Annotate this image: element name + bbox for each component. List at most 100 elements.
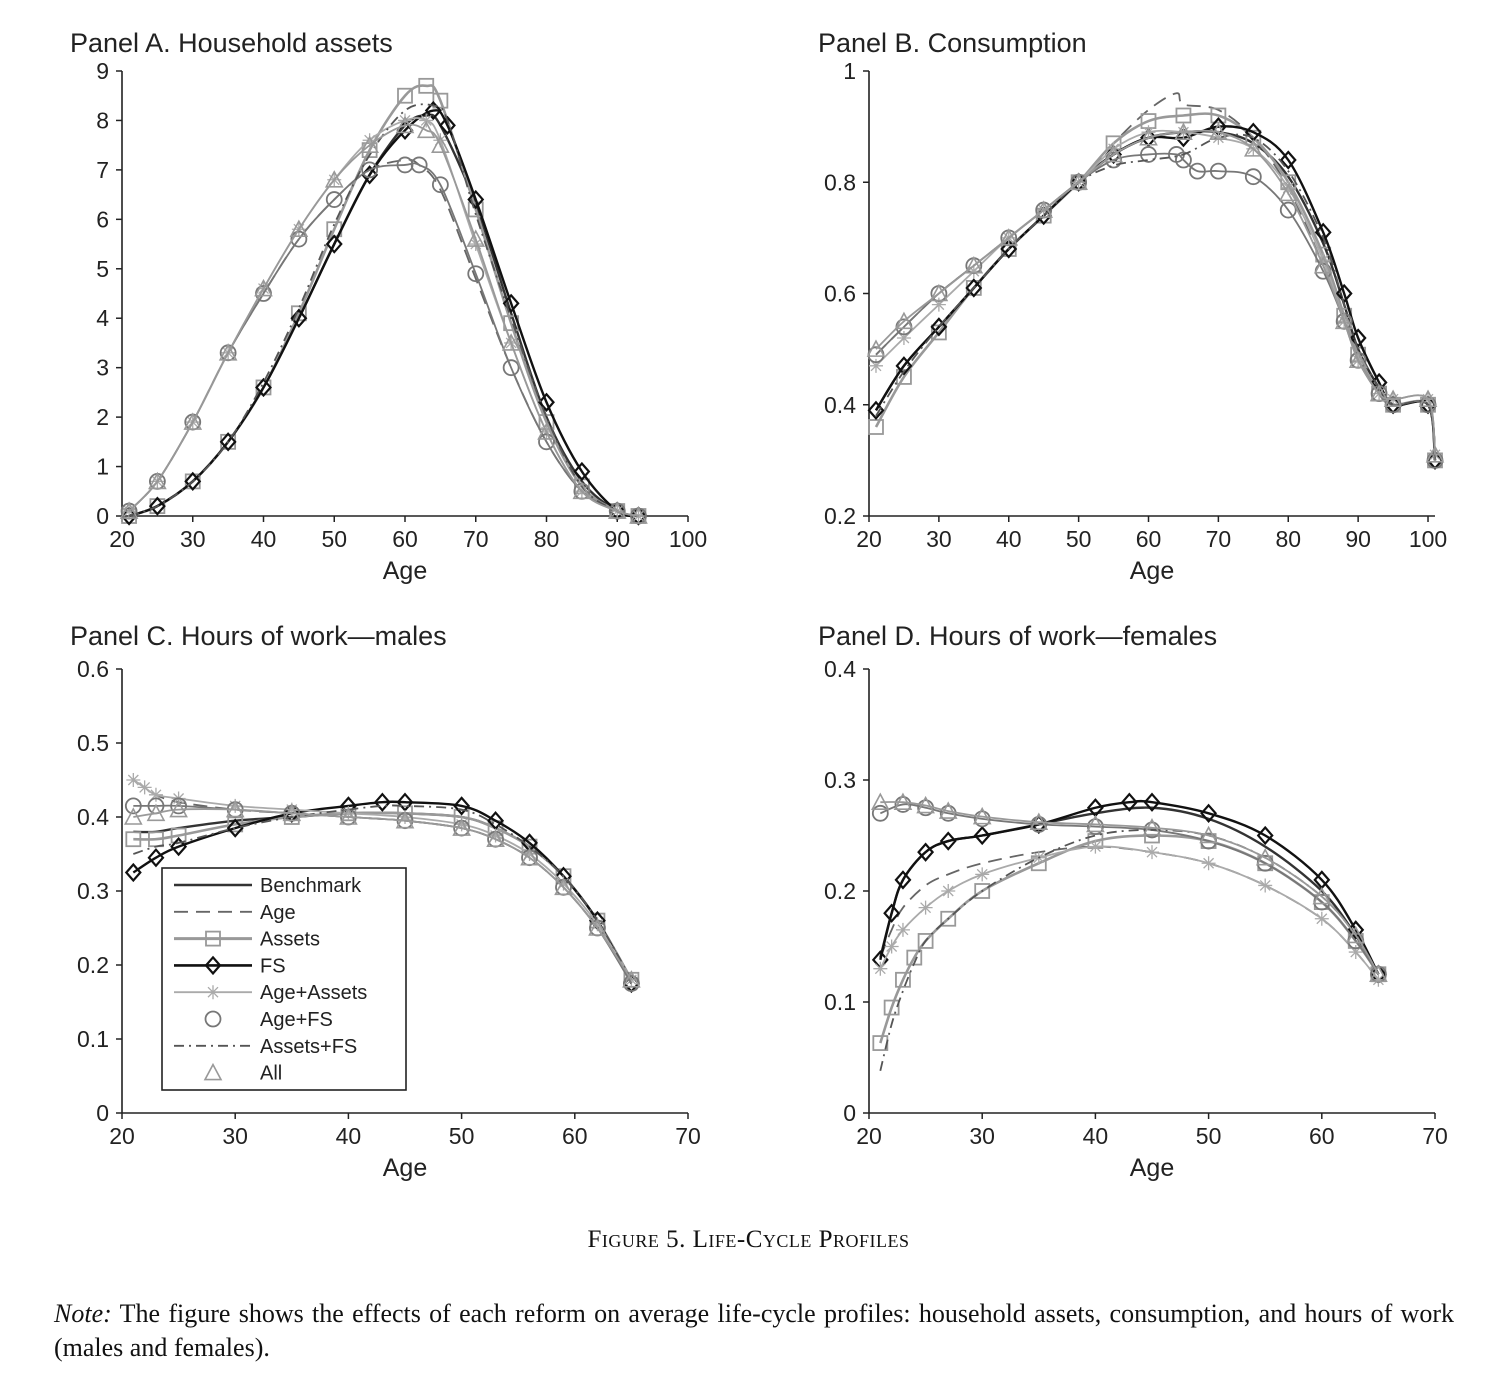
data-point	[1314, 911, 1329, 926]
data-point	[373, 792, 391, 812]
data-point	[228, 798, 243, 813]
data-point	[1348, 945, 1363, 960]
y-tick-label: 0.2	[824, 878, 856, 904]
data-point	[254, 278, 273, 297]
data-point	[1425, 445, 1445, 463]
x-tick-label: 70	[1206, 526, 1232, 552]
series-assets_fs	[875, 133, 1436, 461]
x-tick-label: 50	[1196, 1123, 1222, 1149]
series-line	[133, 808, 633, 981]
x-tick-label: 20	[109, 1123, 135, 1149]
y-tick-label: 0.6	[77, 656, 109, 682]
data-point	[1211, 130, 1226, 145]
series-assets_fs	[133, 804, 633, 981]
data-point	[124, 797, 142, 815]
data-point	[146, 803, 166, 822]
data-point	[1256, 825, 1274, 846]
data-point	[974, 883, 991, 899]
legend-entry-age_assets: Age+Assets	[174, 982, 367, 1004]
data-point	[325, 191, 343, 208]
data-point	[147, 848, 165, 868]
y-tick-label: 0.2	[824, 503, 856, 529]
data-point	[972, 806, 992, 825]
data-point	[895, 922, 910, 937]
data-point	[1142, 818, 1162, 836]
y-tick-label: 7	[96, 157, 109, 183]
x-tick-label: 80	[1275, 526, 1301, 552]
data-point	[1313, 255, 1333, 274]
legend-entry-benchmark: Benchmark	[174, 875, 362, 897]
y-tick-label: 0.1	[77, 1026, 109, 1052]
legend: Benchmark Age Assets FS Age+Assets Age+FS Asse…	[161, 867, 407, 1091]
data-point	[868, 358, 883, 373]
data-point	[486, 829, 505, 848]
data-point	[1335, 283, 1353, 304]
data-point	[123, 807, 143, 825]
x-tick-label: 100	[669, 526, 707, 552]
data-point	[538, 392, 555, 412]
x-tick-label: 70	[1422, 1123, 1448, 1149]
series-line	[874, 129, 1437, 461]
note-text: The figure shows the effects of each ref…	[54, 1299, 1454, 1362]
x-tick-label: 30	[222, 1123, 248, 1149]
legend-entry-age: Age	[174, 902, 296, 924]
note-lead: Note:	[54, 1299, 112, 1328]
data-point	[148, 787, 163, 802]
y-tick-label: 5	[96, 256, 109, 282]
data-point	[419, 113, 434, 128]
data-point	[939, 831, 957, 851]
data-point	[1244, 168, 1262, 186]
figure-note: Note: The figure shows the effects of ea…	[54, 1297, 1454, 1365]
data-point	[137, 780, 152, 795]
y-tick-label: 0.3	[77, 878, 109, 904]
data-point	[590, 917, 605, 932]
series-line	[879, 829, 1380, 1072]
series-line	[879, 799, 1380, 975]
data-point	[883, 903, 901, 923]
series-age_assets	[126, 773, 639, 987]
data-point	[894, 870, 912, 890]
data-point	[895, 971, 911, 988]
y-tick-label: 9	[96, 58, 109, 84]
data-point	[1139, 128, 1158, 146]
y-tick-label: 8	[96, 107, 109, 133]
figure-canvas: Panel A. Household assets 0 1 2 3 4 5 6 7 8 9 20 30 4…	[70, 28, 1448, 1182]
x-tick-label: 20	[856, 1123, 882, 1149]
data-point	[893, 792, 913, 811]
data-point	[398, 113, 412, 128]
series-all	[870, 792, 1388, 983]
data-point	[973, 825, 991, 846]
series-line	[874, 112, 1437, 461]
data-point	[431, 176, 449, 194]
data-point	[397, 87, 413, 104]
x-tick-label: 60	[1309, 1123, 1335, 1149]
x-axis-label: Age	[383, 557, 427, 585]
data-point	[395, 811, 415, 829]
data-point	[940, 910, 957, 927]
series-benchmark	[874, 129, 1437, 461]
data-point	[122, 504, 137, 519]
data-point	[1255, 848, 1275, 866]
legend-marker	[206, 985, 220, 1000]
legend-label: All	[260, 1063, 282, 1085]
y-tick-label: 3	[96, 355, 109, 381]
legend-entry-age_fs: Age+FS	[204, 1009, 333, 1031]
legend-box	[161, 867, 407, 1091]
data-point	[398, 810, 412, 824]
data-point	[938, 801, 958, 819]
legend-marker	[205, 930, 221, 947]
data-point	[929, 283, 949, 302]
data-point	[965, 278, 983, 298]
legend-label: Age+FS	[260, 1009, 333, 1031]
y-tick-label: 0.8	[824, 169, 856, 195]
data-point	[1029, 812, 1049, 830]
y-tick-label: 0.4	[77, 804, 109, 830]
data-point	[522, 847, 537, 861]
x-tick-label: 100	[1409, 526, 1447, 552]
panel-title: Panel D. Hours of work—females	[818, 621, 1217, 651]
data-point	[873, 961, 888, 976]
data-point	[341, 806, 356, 821]
data-point	[973, 810, 991, 828]
data-point	[1174, 128, 1192, 148]
data-point	[964, 255, 984, 274]
